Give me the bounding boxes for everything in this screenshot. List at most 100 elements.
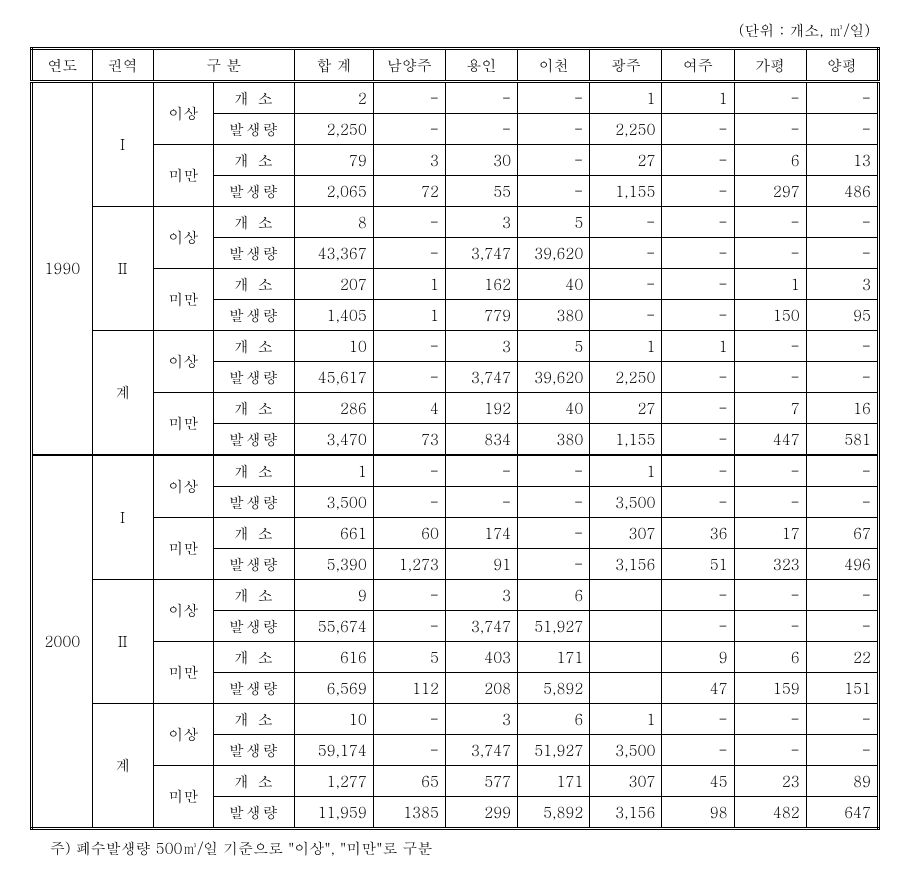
value-cell: 10 [295, 331, 373, 362]
value-cell: 1,273 [373, 549, 445, 580]
value-cell: 60 [373, 518, 445, 549]
value-cell: 9 [295, 580, 373, 611]
value-cell: 3,500 [295, 487, 373, 518]
value-cell: 1 [590, 82, 662, 114]
table-row: 미만개 소66160174-307361767 [32, 518, 879, 549]
value-cell: 9 [662, 642, 734, 673]
value-cell: - [806, 455, 878, 487]
value-cell: - [806, 114, 878, 145]
region-cell: Ⅱ [92, 207, 153, 331]
metric-cell: 발생량 [214, 114, 295, 145]
value-cell [590, 611, 662, 642]
value-cell: 3,500 [590, 487, 662, 518]
value-cell: 51 [662, 549, 734, 580]
value-cell: - [662, 207, 734, 238]
value-cell: - [373, 114, 445, 145]
metric-cell: 발생량 [214, 735, 295, 766]
value-cell: 286 [295, 393, 373, 424]
metric-cell: 개 소 [214, 393, 295, 424]
value-cell: 6 [734, 145, 806, 176]
value-cell: 47 [662, 673, 734, 704]
value-cell: - [445, 487, 517, 518]
value-cell: 22 [806, 642, 878, 673]
value-cell: - [373, 611, 445, 642]
value-cell: 30 [445, 145, 517, 176]
value-cell: 486 [806, 176, 878, 207]
table-row: 1990Ⅰ이상개 소2---11-- [32, 82, 879, 114]
value-cell: - [662, 269, 734, 300]
value-cell: 3,747 [445, 611, 517, 642]
value-cell: - [806, 735, 878, 766]
subgroup-cell: 이상 [153, 82, 214, 145]
value-cell: - [590, 300, 662, 331]
subgroup-cell: 이상 [153, 704, 214, 766]
value-cell: 4 [373, 393, 445, 424]
value-cell: 380 [518, 424, 590, 456]
data-table: 연도 권역 구 분 합 계 남양주 용인 이천 광주 여주 가평 양평 1990… [30, 47, 880, 830]
value-cell: 91 [445, 549, 517, 580]
value-cell: - [590, 269, 662, 300]
metric-cell: 개 소 [214, 580, 295, 611]
value-cell: - [518, 82, 590, 114]
value-cell: 3 [445, 207, 517, 238]
metric-cell: 발생량 [214, 797, 295, 829]
value-cell: - [373, 487, 445, 518]
value-cell: - [373, 735, 445, 766]
region-cell: Ⅰ [92, 455, 153, 580]
metric-cell: 발생량 [214, 487, 295, 518]
metric-cell: 개 소 [214, 642, 295, 673]
value-cell: 3 [445, 704, 517, 735]
subgroup-cell: 이상 [153, 331, 214, 393]
value-cell: 2,065 [295, 176, 373, 207]
value-cell: 159 [734, 673, 806, 704]
value-cell [590, 673, 662, 704]
value-cell: 5,390 [295, 549, 373, 580]
col-c5: 여주 [662, 49, 734, 82]
value-cell: 647 [806, 797, 878, 829]
value-cell: 299 [445, 797, 517, 829]
value-cell: 55 [445, 176, 517, 207]
value-cell: - [734, 487, 806, 518]
value-cell: 834 [445, 424, 517, 456]
metric-cell: 발생량 [214, 176, 295, 207]
value-cell: - [806, 331, 878, 362]
metric-cell: 개 소 [214, 704, 295, 735]
value-cell: 5,892 [518, 673, 590, 704]
value-cell: 1 [295, 455, 373, 487]
value-cell: 2 [295, 82, 373, 114]
subgroup-cell: 미만 [153, 393, 214, 456]
value-cell: - [806, 704, 878, 735]
col-division: 구 분 [153, 49, 295, 82]
unit-label: (단위 : 개소, ㎥/일) [30, 20, 880, 41]
metric-cell: 개 소 [214, 766, 295, 797]
value-cell: 67 [806, 518, 878, 549]
col-c6: 가평 [734, 49, 806, 82]
value-cell: - [445, 455, 517, 487]
value-cell: 297 [734, 176, 806, 207]
subgroup-cell: 이상 [153, 455, 214, 518]
col-c1: 남양주 [373, 49, 445, 82]
value-cell: 661 [295, 518, 373, 549]
subgroup-cell: 미만 [153, 145, 214, 207]
value-cell: 171 [518, 642, 590, 673]
value-cell: 3,470 [295, 424, 373, 456]
metric-cell: 개 소 [214, 269, 295, 300]
subgroup-cell: 미만 [153, 642, 214, 704]
value-cell: - [734, 580, 806, 611]
value-cell: - [662, 145, 734, 176]
metric-cell: 개 소 [214, 145, 295, 176]
value-cell: - [734, 207, 806, 238]
table-row: Ⅱ이상개 소9-36--- [32, 580, 879, 611]
value-cell: 40 [518, 269, 590, 300]
table-body: 1990Ⅰ이상개 소2---11--발생량2,250---2,250---미만개… [32, 82, 879, 829]
col-region: 권역 [92, 49, 153, 82]
value-cell: - [806, 238, 878, 269]
value-cell: - [662, 487, 734, 518]
subgroup-cell: 이상 [153, 207, 214, 269]
metric-cell: 발생량 [214, 549, 295, 580]
value-cell: 1385 [373, 797, 445, 829]
value-cell: - [662, 238, 734, 269]
value-cell: - [734, 455, 806, 487]
value-cell: 1,155 [590, 424, 662, 456]
value-cell: - [806, 362, 878, 393]
